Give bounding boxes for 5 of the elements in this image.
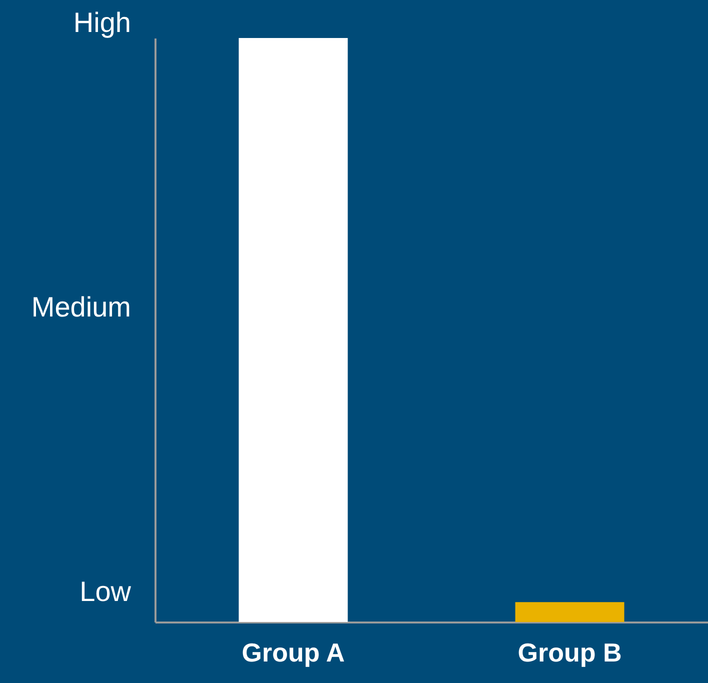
text: Low <box>80 576 132 607</box>
x-tick-label: Group B <box>518 638 622 668</box>
text: Medium <box>31 292 131 322</box>
x-tick-label: Group A <box>242 638 345 668</box>
text: High <box>73 7 131 38</box>
